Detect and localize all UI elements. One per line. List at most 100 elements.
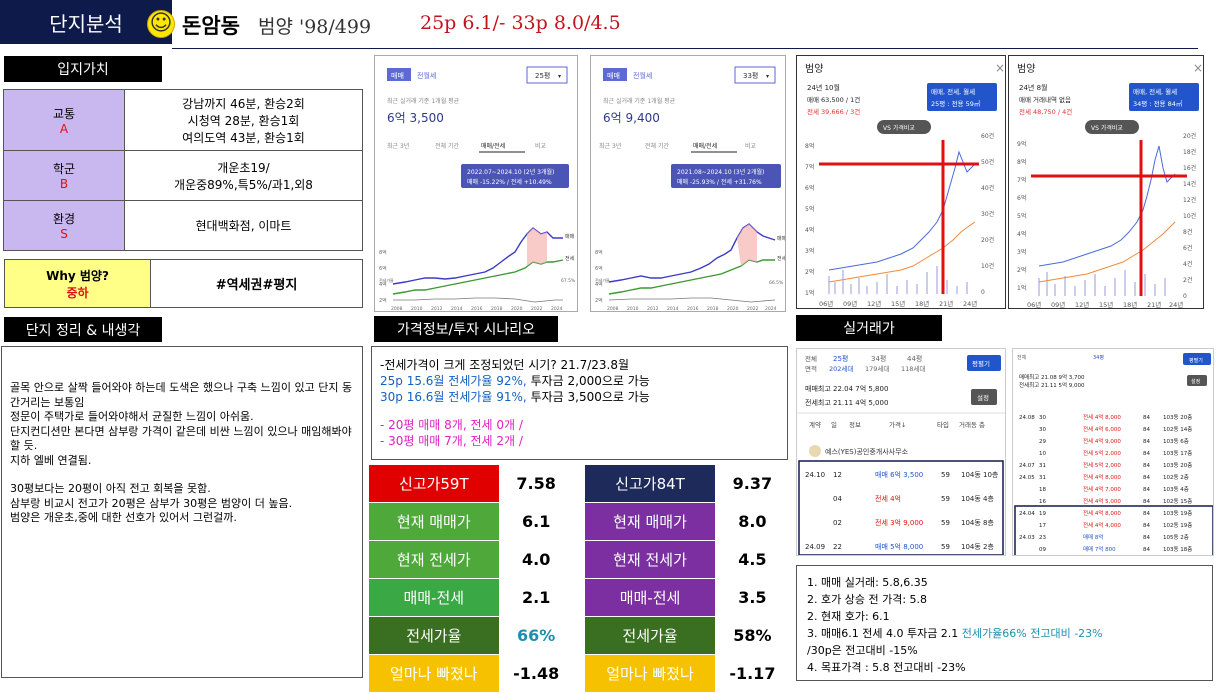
x-tick: 2014 <box>667 306 679 312</box>
tab-25-units: 202세대 <box>829 364 853 373</box>
chevron-down-icon: ▾ <box>766 73 769 80</box>
tx-month: 24.09 <box>805 543 825 551</box>
svg-text:24.08: 24.08 <box>1019 415 1035 421</box>
subtab-1[interactable]: 최근 3년 <box>387 142 409 150</box>
x-tick: 2022 <box>747 306 759 312</box>
y-tick: 8억 <box>595 249 603 256</box>
close-icon[interactable]: × <box>995 61 1005 75</box>
tooltip-change: 매매 -25.93% / 전세 +31.76% <box>677 178 762 186</box>
filter-box[interactable] <box>927 83 997 111</box>
filter-box[interactable] <box>1129 83 1199 111</box>
size-select[interactable] <box>526 66 568 84</box>
chart-jeonse: 전세 39,666 / 3건 <box>807 107 860 116</box>
transport-values: 강남까지 46분, 환승2회 시청역 28분, 환승1회 여의도역 43분, 환승1… <box>124 89 363 151</box>
compare-button[interactable] <box>1085 120 1139 134</box>
subtab-2[interactable]: 전체 기간 <box>435 142 459 150</box>
settings-button[interactable] <box>1187 375 1207 386</box>
right-label: 현재 전세가 <box>584 540 716 579</box>
svg-text:84: 84 <box>1143 475 1150 481</box>
chart-sale: 매매 63,500 / 1건 <box>807 95 860 104</box>
tx-price: 전세 4억 <box>875 494 901 503</box>
y2-tick: 10건 <box>981 262 994 270</box>
legend-sale: 매매 <box>565 233 575 240</box>
summary-line: 단지컨디션만 본다면 삼부랑 가격이 같은데 비싼 느낌이 있으나 매임해봐야 … <box>10 424 352 453</box>
x-tick: 2014 <box>451 306 463 312</box>
summary-title: 단지 정리 & 내생각 <box>4 317 162 342</box>
jeonse-line <box>392 259 564 295</box>
tab-sale[interactable]: 매매 <box>391 72 404 80</box>
svg-text:84: 84 <box>1143 427 1150 433</box>
x-tick: 2022 <box>531 306 543 312</box>
highlight-box <box>798 460 1004 555</box>
y-tick: 2억 <box>805 268 814 276</box>
subtab-3[interactable]: 매매/전세 <box>481 142 505 150</box>
subtab-3[interactable]: 매매/전세 <box>693 142 717 150</box>
scenario-line: 30p 16.6월 전세가율 91%, 투자금 3,500으로 가능 <box>380 390 650 404</box>
tab-34[interactable]: 34평 <box>871 354 886 363</box>
subtab-1[interactable]: 최근 3년 <box>599 142 621 150</box>
filter-size: 25평 : 전용 59㎡ <box>931 99 981 108</box>
tx-dong: 104동 4층 <box>961 494 994 503</box>
avg-caption: 최근 실거래 기준 1개월 평균 <box>603 97 676 105</box>
subtab-4[interactable]: 비교 <box>535 142 547 150</box>
svg-text:103동 6층: 103동 6층 <box>1163 437 1189 445</box>
svg-text:84: 84 <box>1143 511 1150 517</box>
svg-text:전세 4억 8,000: 전세 4억 8,000 <box>1083 413 1121 421</box>
tx-day: 02 <box>833 519 842 527</box>
x-tick: 09년 <box>1051 300 1065 309</box>
svg-text:전세 4억 6,000: 전세 4억 6,000 <box>1083 425 1121 433</box>
why-box: Why 범양? 중하 #역세권#평지 <box>4 259 363 308</box>
compare-button[interactable] <box>877 120 931 134</box>
tab-rent[interactable]: 전월세 <box>633 71 652 80</box>
note-line: 2. 현재 호가: 6.1 <box>807 610 890 623</box>
col-header: 정보 <box>849 420 861 429</box>
chart-date: 24년 8월 <box>1019 83 1047 92</box>
tab-34[interactable]: 34평 <box>1093 354 1104 361</box>
kb-chart-33-svg: 매매 전월세 33평 ▾ 최근 실거래 기준 1개월 평균 6억 9,400 최… <box>595 66 785 312</box>
tab-25[interactable]: 25평 <box>833 354 848 363</box>
y2-tick: 60건 <box>981 132 994 140</box>
avg-caption: 최근 실거래 기준 1개월 평균 <box>387 97 460 105</box>
summary-line: 30평보다는 20평이 아직 전고 회복을 못함. <box>10 482 211 495</box>
kb-chart-25-svg: 매매 전월세 25평 ▾ 최근 실거래 기준 1개월 평균 6억 3,500 최… <box>379 66 576 312</box>
svg-text:16: 16 <box>1039 499 1046 505</box>
section-title: 단지분석 <box>0 0 172 44</box>
size-select[interactable] <box>734 66 776 84</box>
right-value: 58% <box>714 616 791 655</box>
y-tick: 6억 <box>1017 194 1026 202</box>
realtx-title: 실거래가 <box>796 315 942 341</box>
expand-button[interactable] <box>1183 353 1211 365</box>
tx-day: 04 <box>833 495 842 503</box>
y2-tick: 0 <box>981 289 985 296</box>
svg-text:103동 20층: 103동 20층 <box>1163 461 1192 469</box>
tab-sale-bg <box>387 68 411 81</box>
note-line: 4. 목표가격 : 5.8 전고대비 -23% <box>807 661 966 674</box>
summary-box: 골목 안으로 살짝 들어와야 하는데 도색은 했으나 구축 느낌이 있고 단지 … <box>1 346 363 678</box>
close-icon[interactable]: × <box>1193 61 1203 75</box>
tooltip-period: 2022.07~2024.10 (2년 3개월) <box>467 168 554 176</box>
tab-sale[interactable]: 매매 <box>607 72 620 80</box>
settings-button[interactable] <box>971 389 997 405</box>
expand-label: 평펼기 <box>972 359 990 368</box>
tooltip-period: 2021.08~2024.10 (3년 2개월) <box>677 168 764 176</box>
svg-text:24.03: 24.03 <box>1019 535 1035 541</box>
svg-text:24.05: 24.05 <box>1019 475 1035 481</box>
y2-tick: 16건 <box>1183 164 1196 172</box>
subtab-2[interactable]: 전체 기간 <box>645 142 669 150</box>
right-label: 매매-전세 <box>584 578 716 617</box>
y-tick: 9억 <box>1017 140 1026 148</box>
expand-button[interactable] <box>967 355 1001 371</box>
scenario-line: - 20평 매매 8개, 전세 0개 / <box>380 418 523 432</box>
svg-text:84: 84 <box>1143 415 1150 421</box>
tab-rent[interactable]: 전월세 <box>417 71 436 80</box>
realtx-25: 전체 면적 25평 202세대 34평 179세대 44평 118세대 평펼기 … <box>796 348 1006 556</box>
settings-label: 설정 <box>1191 378 1200 385</box>
volume-bars <box>1038 270 1166 296</box>
y-tick: 3억 <box>1017 248 1026 256</box>
subtab-4[interactable]: 비교 <box>745 142 757 150</box>
tab-44[interactable]: 44평 <box>907 354 922 363</box>
x-tick: 2024 <box>765 306 777 312</box>
x-tick: 2012 <box>647 306 659 312</box>
svg-text:09: 09 <box>1039 547 1046 553</box>
x-tick: 24년 <box>1169 300 1183 309</box>
